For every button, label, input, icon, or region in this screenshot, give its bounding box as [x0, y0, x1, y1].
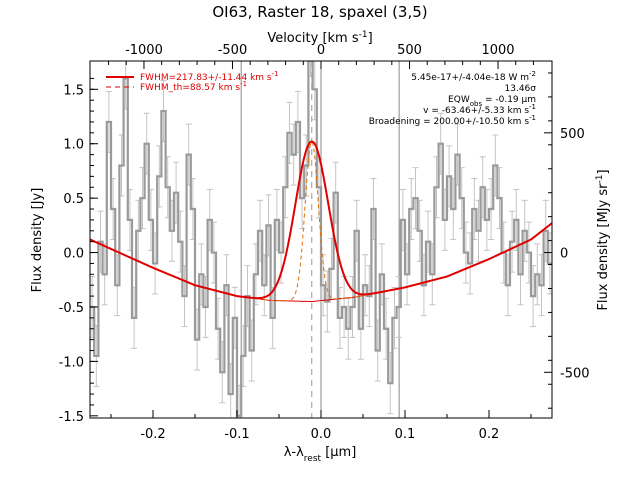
annotation-velocity: v = -63.46+/-5.33 km s-1	[423, 103, 536, 116]
right-axis-title: Flux density [MJy sr-1]	[595, 169, 611, 310]
x-tick-label: -0.2	[140, 427, 165, 442]
y-tick-label: -0.5	[59, 301, 84, 316]
chart-title: OI63, Raster 18, spaxel (3,5)	[212, 3, 427, 21]
top-axis: -1000 -500 0 500 1000	[108, 43, 534, 69]
y-tick-label: 1.0	[63, 138, 84, 153]
legend-entry-fwhm-th: FWHM_th=88.57 km s-1	[140, 80, 247, 93]
y-tick-label: -1.5	[59, 410, 84, 425]
y-tick-label: 0.5	[63, 192, 84, 207]
fit-total-line	[90, 140, 552, 300]
x-tick-label: 0.0	[311, 427, 332, 442]
fit-layer	[90, 140, 552, 303]
y-tick-label: -1.0	[59, 355, 84, 370]
spectrum-histogram	[90, 61, 552, 417]
annotation-broadening: Broadening = 200.00+/-10.50 km s-1	[369, 114, 536, 127]
top-tick-label: -500	[218, 43, 248, 58]
top-tick-label: -1000	[125, 43, 163, 58]
top-axis-title: Velocity [km s-1]	[267, 30, 372, 46]
y-axis-title: Flux density [Jy]	[30, 188, 45, 293]
annotation-significance: 13.46σ	[505, 84, 537, 94]
annotation-flux: 5.45e-17+/-4.04e-18 W m-2	[411, 70, 536, 83]
right-tick-label: 500	[560, 127, 585, 142]
y-tick-label: 0.0	[63, 247, 84, 262]
x-tick-label: 0.2	[479, 427, 500, 442]
right-tick-label: -500	[560, 366, 590, 381]
left-axis: -1.5 -1.0 -0.5 0.0 0.5 1.0 1.5	[59, 77, 98, 425]
x-axis-title: λ-λrest [μm]	[284, 445, 357, 464]
x-tick-label: 0.1	[395, 427, 416, 442]
right-tick-label: 0	[560, 247, 568, 262]
fit-continuum	[248, 292, 375, 303]
top-tick-label: 1000	[481, 43, 514, 58]
top-tick-label: 500	[397, 43, 422, 58]
right-axis: -500 0 500	[544, 72, 590, 409]
annotation-eqw: EQWobs = -0.19 μm	[448, 95, 536, 108]
x-tick-label: -0.1	[224, 427, 249, 442]
legend-entry-fwhm: FWHM=217.83+/-11.44 km s-1	[140, 70, 279, 83]
y-tick-label: 1.5	[63, 83, 84, 98]
legend: FWHM=217.83+/-11.44 km s-1 FWHM_th=88.57…	[106, 70, 279, 93]
fit-annotations: 5.45e-17+/-4.04e-18 W m-2 13.46σ EQWobs …	[369, 70, 537, 127]
bottom-axis: -0.2 -0.1 0.0 0.1 0.2	[110, 410, 532, 442]
top-tick-label: 0	[317, 43, 325, 58]
